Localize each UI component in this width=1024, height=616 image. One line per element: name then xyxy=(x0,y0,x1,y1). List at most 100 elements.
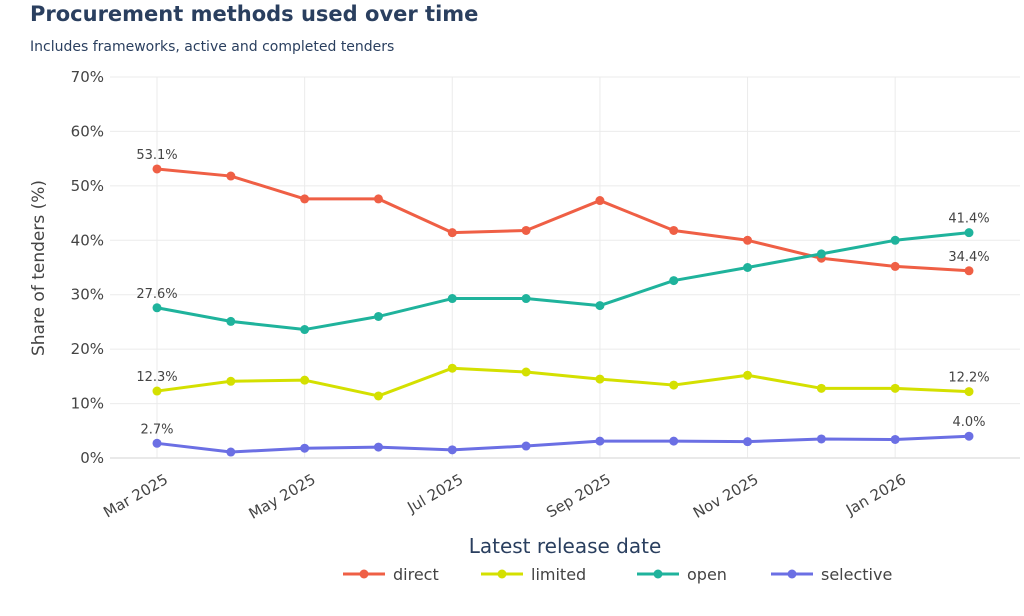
data-point-limited[interactable] xyxy=(890,383,900,393)
legend-label-limited: limited xyxy=(531,565,586,584)
data-point-selective[interactable] xyxy=(373,442,383,452)
x-tick-label: Mar 2025 xyxy=(100,470,171,521)
y-tick-label: 60% xyxy=(71,122,104,140)
legend-item-limited[interactable]: limited xyxy=(481,565,586,584)
data-label-open-first: 27.6% xyxy=(136,287,177,302)
data-point-open[interactable] xyxy=(669,276,679,286)
data-point-selective[interactable] xyxy=(816,434,826,444)
data-labels: 53.1% 34.4% 12.3% 12.2% 27.6% 41.4% 2.7% 4.0% xyxy=(136,148,989,437)
data-point-open[interactable] xyxy=(226,316,236,326)
series-limited xyxy=(152,363,974,401)
data-point-selective[interactable] xyxy=(152,438,162,448)
data-point-direct[interactable] xyxy=(152,164,162,174)
y-tick-label: 30% xyxy=(71,286,104,304)
data-point-open[interactable] xyxy=(373,311,383,321)
legend-marker-open xyxy=(653,569,663,579)
data-point-limited[interactable] xyxy=(373,391,383,401)
x-tick-label: May 2025 xyxy=(246,470,319,523)
data-label-limited-first: 12.3% xyxy=(136,370,177,385)
legend-marker-limited xyxy=(497,569,507,579)
y-tick-label: 20% xyxy=(71,340,104,358)
y-axis-ticks: 0% 10% 20% 30% 40% 50% 60% 70% xyxy=(71,68,104,467)
chart-title: Procurement methods used over time xyxy=(30,2,479,26)
data-point-direct[interactable] xyxy=(669,225,679,235)
chart-subtitle: Includes frameworks, active and complete… xyxy=(30,39,395,55)
legend-marker-direct xyxy=(359,569,369,579)
data-point-limited[interactable] xyxy=(152,386,162,396)
data-point-open[interactable] xyxy=(521,294,531,304)
data-point-limited[interactable] xyxy=(595,374,605,384)
series-direct xyxy=(152,164,974,276)
series-line-direct xyxy=(156,167,970,273)
series-line-limited xyxy=(156,366,970,398)
data-point-limited[interactable] xyxy=(743,370,753,380)
x-axis-ticks: Mar 2025 May 2025 Jul 2025 Sep 2025 Nov 2025… xyxy=(100,470,909,523)
data-point-open[interactable] xyxy=(816,249,826,259)
x-tick-label: Jan 2026 xyxy=(842,470,909,519)
data-point-selective[interactable] xyxy=(300,443,310,453)
data-point-direct[interactable] xyxy=(521,225,531,235)
legend-item-direct[interactable]: direct xyxy=(343,565,439,584)
x-tick-label: Jul 2025 xyxy=(404,470,467,517)
data-label-limited-last: 12.2% xyxy=(948,371,989,386)
data-label-open-last: 41.4% xyxy=(948,212,989,227)
series-group xyxy=(152,164,974,457)
data-point-direct[interactable] xyxy=(890,261,900,271)
legend-label-open: open xyxy=(687,565,727,584)
data-point-limited[interactable] xyxy=(447,363,457,373)
data-point-direct[interactable] xyxy=(964,266,974,276)
data-point-open[interactable] xyxy=(743,263,753,272)
data-point-selective[interactable] xyxy=(521,441,531,451)
legend-label-selective: selective xyxy=(821,565,892,584)
data-point-selective[interactable] xyxy=(595,436,605,446)
gridlines xyxy=(110,76,1020,459)
data-point-direct[interactable] xyxy=(595,196,605,206)
data-label-selective-last: 4.0% xyxy=(952,415,985,430)
data-label-selective-first: 2.7% xyxy=(140,422,173,437)
legend: direct limited open selective xyxy=(343,565,892,584)
data-point-direct[interactable] xyxy=(743,235,753,245)
data-point-selective[interactable] xyxy=(743,437,753,447)
series-selective xyxy=(152,431,974,457)
y-tick-label: 10% xyxy=(71,395,104,413)
data-point-selective[interactable] xyxy=(890,434,900,444)
data-point-limited[interactable] xyxy=(300,375,310,385)
series-line-selective xyxy=(156,434,970,454)
data-point-limited[interactable] xyxy=(226,376,236,386)
y-tick-label: 40% xyxy=(71,231,104,249)
legend-item-selective[interactable]: selective xyxy=(771,565,892,584)
data-point-direct[interactable] xyxy=(447,228,457,238)
data-point-open[interactable] xyxy=(152,303,162,313)
y-tick-label: 70% xyxy=(71,68,104,86)
legend-label-direct: direct xyxy=(393,565,439,584)
data-point-direct[interactable] xyxy=(300,194,310,204)
data-point-direct[interactable] xyxy=(373,194,383,204)
data-label-direct-first: 53.1% xyxy=(136,148,177,163)
legend-marker-selective xyxy=(787,569,797,579)
data-point-selective[interactable] xyxy=(226,447,236,457)
x-tick-label: Nov 2025 xyxy=(690,470,762,522)
data-point-open[interactable] xyxy=(447,294,457,304)
data-point-limited[interactable] xyxy=(669,380,679,390)
x-tick-label: Sep 2025 xyxy=(543,470,614,521)
data-point-limited[interactable] xyxy=(521,367,531,377)
data-point-limited[interactable] xyxy=(964,387,974,397)
series-open xyxy=(152,228,974,335)
data-point-selective[interactable] xyxy=(669,436,679,446)
data-point-limited[interactable] xyxy=(816,383,826,393)
data-label-direct-last: 34.4% xyxy=(948,250,989,265)
data-point-open[interactable] xyxy=(300,325,310,335)
data-point-open[interactable] xyxy=(595,301,605,311)
data-point-open[interactable] xyxy=(964,228,974,238)
data-point-selective[interactable] xyxy=(964,431,974,441)
data-point-open[interactable] xyxy=(890,235,900,245)
y-tick-label: 50% xyxy=(71,177,104,195)
y-axis-title: Share of tenders (%) xyxy=(29,180,49,356)
data-point-selective[interactable] xyxy=(447,445,457,455)
data-point-direct[interactable] xyxy=(226,171,236,181)
legend-item-open[interactable]: open xyxy=(637,565,727,584)
series-line-open xyxy=(156,231,970,332)
x-axis-title: Latest release date xyxy=(469,534,662,558)
y-tick-label: 0% xyxy=(80,449,104,467)
